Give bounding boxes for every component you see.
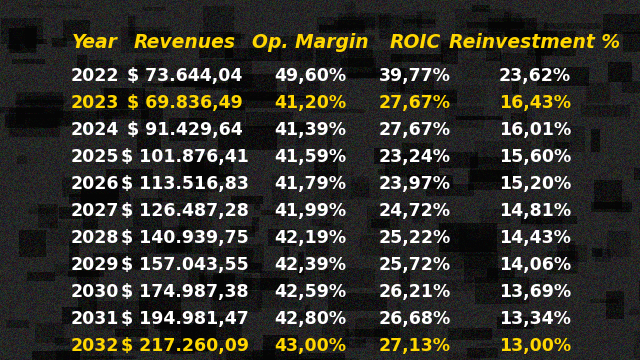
Text: Op. Margin: Op. Margin — [252, 32, 368, 51]
Text: 16,43%: 16,43% — [499, 94, 571, 112]
Text: 26,21%: 26,21% — [379, 283, 451, 301]
Text: ROIC: ROIC — [389, 32, 440, 51]
Text: Reinvestment %: Reinvestment % — [449, 32, 621, 51]
Text: 2029: 2029 — [71, 256, 119, 274]
Text: 13,69%: 13,69% — [499, 283, 571, 301]
Text: 23,62%: 23,62% — [499, 67, 571, 85]
Text: $ 126.487,28: $ 126.487,28 — [121, 202, 249, 220]
Text: 16,01%: 16,01% — [499, 121, 571, 139]
Text: 13,34%: 13,34% — [499, 310, 571, 328]
Text: 43,00%: 43,00% — [274, 337, 346, 355]
Text: 23,24%: 23,24% — [379, 148, 451, 166]
Text: 25,22%: 25,22% — [379, 229, 451, 247]
Text: 39,77%: 39,77% — [379, 67, 451, 85]
Text: 49,60%: 49,60% — [274, 67, 346, 85]
Text: Year: Year — [72, 32, 118, 51]
Text: 2030: 2030 — [71, 283, 119, 301]
Text: $ 194.981,47: $ 194.981,47 — [121, 310, 249, 328]
Text: Revenues: Revenues — [134, 32, 236, 51]
Text: $ 157.043,55: $ 157.043,55 — [121, 256, 249, 274]
Text: 41,20%: 41,20% — [274, 94, 346, 112]
Text: $ 113.516,83: $ 113.516,83 — [121, 175, 249, 193]
Text: 2031: 2031 — [71, 310, 119, 328]
Text: 41,59%: 41,59% — [274, 148, 346, 166]
Text: 23,97%: 23,97% — [379, 175, 451, 193]
Text: 13,00%: 13,00% — [499, 337, 571, 355]
Text: 15,60%: 15,60% — [499, 148, 571, 166]
Text: $ 101.876,41: $ 101.876,41 — [121, 148, 249, 166]
Text: 27,13%: 27,13% — [379, 337, 451, 355]
Text: 24,72%: 24,72% — [379, 202, 451, 220]
Text: 27,67%: 27,67% — [379, 94, 451, 112]
Text: 41,39%: 41,39% — [274, 121, 346, 139]
Text: 15,20%: 15,20% — [499, 175, 571, 193]
Text: 25,72%: 25,72% — [379, 256, 451, 274]
Text: $ 217.260,09: $ 217.260,09 — [121, 337, 249, 355]
Text: $ 140.939,75: $ 140.939,75 — [121, 229, 249, 247]
Text: 2026: 2026 — [71, 175, 119, 193]
Text: 2028: 2028 — [71, 229, 119, 247]
Text: 42,19%: 42,19% — [274, 229, 346, 247]
Text: 2027: 2027 — [71, 202, 119, 220]
Text: 2025: 2025 — [71, 148, 119, 166]
Text: 14,81%: 14,81% — [499, 202, 571, 220]
Text: 41,79%: 41,79% — [274, 175, 346, 193]
Text: 2024: 2024 — [71, 121, 119, 139]
Text: 26,68%: 26,68% — [379, 310, 451, 328]
Text: 14,43%: 14,43% — [499, 229, 571, 247]
Text: 42,39%: 42,39% — [274, 256, 346, 274]
Text: $ 69.836,49: $ 69.836,49 — [127, 94, 243, 112]
Text: 2023: 2023 — [71, 94, 119, 112]
Text: $ 174.987,38: $ 174.987,38 — [121, 283, 249, 301]
Text: 14,06%: 14,06% — [499, 256, 571, 274]
Text: 42,80%: 42,80% — [274, 310, 346, 328]
Text: $ 73.644,04: $ 73.644,04 — [127, 67, 243, 85]
Text: 41,99%: 41,99% — [274, 202, 346, 220]
Text: 27,67%: 27,67% — [379, 121, 451, 139]
Text: 42,59%: 42,59% — [274, 283, 346, 301]
Text: 2022: 2022 — [71, 67, 119, 85]
Text: 2032: 2032 — [71, 337, 119, 355]
Text: $ 91.429,64: $ 91.429,64 — [127, 121, 243, 139]
